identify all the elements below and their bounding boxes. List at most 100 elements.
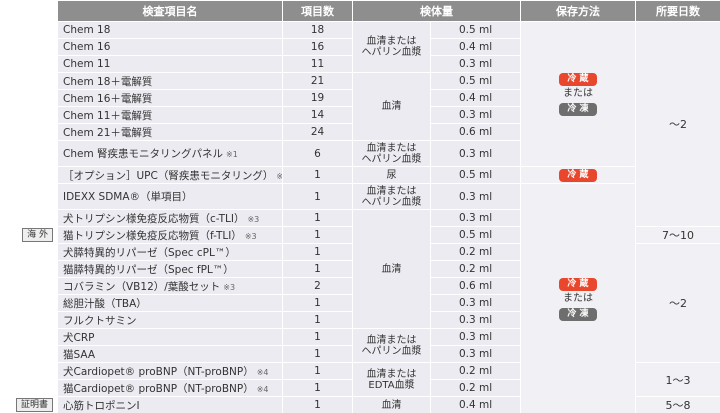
tag-cell — [0, 260, 58, 278]
test-name: コバラミン（VB12）/葉酸セット — [63, 280, 221, 293]
count-cell: 1 — [282, 183, 353, 210]
tag-cell — [0, 55, 58, 73]
name-cell: 犬CRP — [57, 328, 283, 346]
test-name: 犬トリプシン様免疫反応物質（c-TLI） — [63, 212, 245, 225]
blank-header — [0, 0, 58, 22]
table-row: フルクトサミン 1 0.3 ml — [0, 311, 720, 329]
tag-cell — [0, 209, 58, 227]
test-name: Chem 18 — [63, 24, 111, 36]
count-cell: 19 — [282, 89, 353, 107]
tag-cell — [0, 72, 58, 90]
header-specimen: 検体量 — [352, 0, 521, 22]
specimen-cell: 血清 — [352, 396, 431, 413]
test-name: 犬膵特異的リパーゼ（Spec cPL™） — [63, 246, 236, 259]
volume-cell: 0.4 ml — [430, 396, 521, 413]
volume-cell: 0.3 ml — [430, 183, 521, 210]
table-row: Chem 11 11 0.3 ml — [0, 55, 720, 73]
table-row: 海 外猫トリプシン様免疫反応物質（f-TLI） ※3 1 0.5 ml 7～10 — [0, 226, 720, 244]
test-name: Chem 腎疾患モニタリングパネル — [63, 148, 224, 160]
test-name: 総胆汁酸（TBA） — [63, 297, 147, 310]
storage-line: または — [522, 86, 635, 102]
tag-cell — [0, 183, 58, 210]
days-cell: ～2 — [635, 21, 720, 227]
table-row: 猫膵特異的リパーゼ（Spec fPL™） 1 0.2 ml — [0, 260, 720, 278]
test-name: 心筋トロポニンI — [63, 399, 140, 412]
tag-cell — [0, 379, 58, 397]
days-cell: 5～8 — [635, 396, 720, 413]
storage-badge: 冷 蔵 — [559, 277, 597, 291]
table-body: Chem 18 18 血清または ヘパリン血漿 0.5 ml 冷 蔵または冷 凍～2 Ch… — [0, 21, 720, 413]
test-name: Chem 18＋電解質 — [63, 75, 153, 88]
region-tag: 証明書 — [15, 398, 53, 412]
tag-cell: 海 外 — [0, 226, 58, 244]
table-row: IDEXX SDMA®（単項目） 1 血清または ヘパリン血漿 0.3 ml 冷 蔵また… — [0, 183, 720, 413]
region-tag: 海 外 — [22, 228, 53, 242]
specimen-cell: 血清または EDTA血漿 — [352, 362, 431, 397]
name-cell: Chem 18＋電解質 — [57, 72, 283, 90]
name-cell: 猫トリプシン様免疫反応物質（f-TLI） ※3 — [57, 226, 283, 244]
tag-cell — [0, 106, 58, 124]
tag-cell — [0, 294, 58, 312]
storage-badge: 冷 蔵 — [559, 169, 597, 182]
tag-cell — [0, 166, 58, 184]
volume-cell: 0.5 ml — [430, 166, 521, 184]
volume-cell: 0.3 ml — [430, 209, 521, 227]
name-cell: フルクトサミン — [57, 311, 283, 329]
test-name: 犬CRP — [63, 331, 95, 344]
storage-cell: 冷 蔵または冷 凍 — [520, 183, 636, 413]
volume-cell: 0.5 ml — [430, 72, 521, 90]
tag-cell — [0, 277, 58, 295]
tag-cell — [0, 21, 58, 39]
table-row: 猫Cardiopet® proBNP（NT-proBNP） ※4 1 0.2 ml — [0, 379, 720, 397]
table-row: Chem 18 18 血清または ヘパリン血漿 0.5 ml 冷 蔵または冷 凍～2 — [0, 21, 720, 227]
test-name: 猫膵特異的リパーゼ（Spec fPL™） — [63, 263, 234, 276]
count-cell: 11 — [282, 55, 353, 73]
name-cell: 犬膵特異的リパーゼ（Spec cPL™） — [57, 243, 283, 261]
table-row: 犬トリプシン様免疫反応物質（c-TLI） ※3 1 血清 0.3 ml — [0, 209, 720, 329]
days-cell: 7～10 — [635, 226, 720, 244]
tag-cell — [0, 362, 58, 380]
volume-cell: 0.4 ml — [430, 38, 521, 56]
storage-line: 冷 蔵 — [522, 72, 635, 86]
footnote-mark: ※2 — [276, 171, 283, 181]
header-count: 項目数 — [282, 0, 353, 22]
volume-cell: 0.2 ml — [430, 260, 521, 278]
count-cell: 1 — [282, 311, 353, 329]
name-cell: 猫Cardiopet® proBNP（NT-proBNP） ※4 — [57, 379, 283, 397]
tag-cell — [0, 311, 58, 329]
footnote-mark: ※4 — [256, 384, 269, 394]
tag-cell — [0, 345, 58, 363]
specimen-cell: 血清または ヘパリン血漿 — [352, 21, 431, 73]
specimen-cell: 血清 — [352, 209, 431, 329]
storage-badge: 冷 蔵 — [559, 73, 597, 86]
table-row: Chem 21＋電解質 24 0.6 ml — [0, 123, 720, 141]
tag-cell — [0, 38, 58, 56]
name-cell: 総胆汁酸（TBA） — [57, 294, 283, 312]
count-cell: 1 — [282, 294, 353, 312]
header-name: 検査項目名 — [57, 0, 283, 22]
storage-line: 冷 凍 — [522, 307, 635, 321]
volume-cell: 0.2 ml — [430, 362, 521, 380]
storage-badge: 冷 凍 — [559, 307, 597, 321]
specimen-cell: 血清または ヘパリン血漿 — [352, 183, 431, 210]
count-cell: 1 — [282, 345, 353, 363]
count-cell: 1 — [282, 260, 353, 278]
specimen-cell: 血清 — [352, 72, 431, 141]
name-cell: 猫膵特異的リパーゼ（Spec fPL™） — [57, 260, 283, 278]
name-cell: Chem 16 — [57, 38, 283, 56]
count-cell: 6 — [282, 140, 353, 167]
tag-cell — [0, 123, 58, 141]
table-row: 総胆汁酸（TBA） 1 0.3 ml — [0, 294, 720, 312]
footnote-mark: ※3 — [247, 214, 260, 224]
volume-cell: 0.2 ml — [430, 379, 521, 397]
test-name: 猫Cardiopet® proBNP（NT-proBNP） — [63, 382, 254, 395]
volume-cell: 0.3 ml — [430, 106, 521, 124]
footnote-mark: ※1 — [226, 150, 238, 159]
storage-cell: 冷 蔵 — [520, 166, 636, 184]
specimen-cell: 尿 — [352, 166, 431, 184]
count-cell: 1 — [282, 328, 353, 346]
storage-badge: 冷 凍 — [559, 103, 597, 116]
tag-cell — [0, 140, 58, 167]
volume-cell: 0.4 ml — [430, 89, 521, 107]
